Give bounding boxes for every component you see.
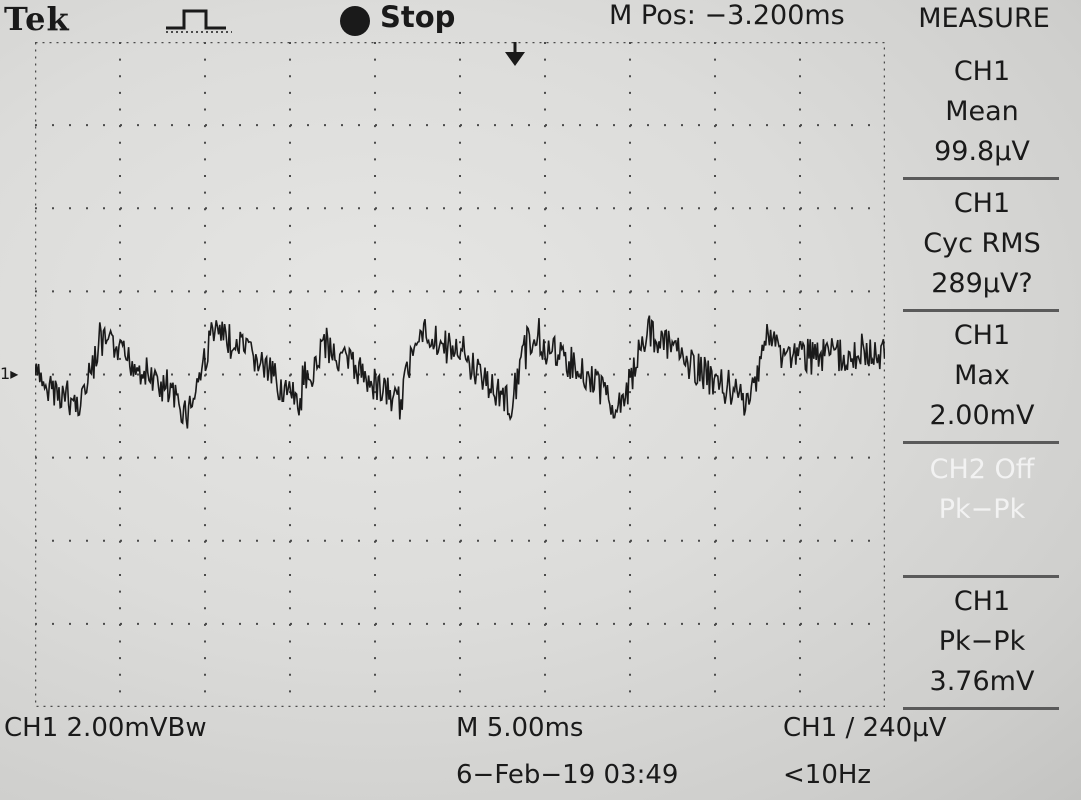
measure-box-line: 289µV? [931, 268, 1033, 299]
ch1-scale-readout: CH1 2.00mVBw [4, 713, 207, 743]
measure-box-1[interactable]: CH1 Mean 99.8µV [903, 52, 1061, 172]
timebase-readout: M 5.00ms [456, 713, 584, 743]
measure-separator [903, 575, 1059, 578]
measure-box-line: CH2 Off [929, 454, 1035, 485]
measure-box-line: Cyc RMS [923, 228, 1041, 259]
measure-box-line: CH1 [953, 188, 1011, 219]
measure-menu-title: MEASURE [918, 3, 1050, 34]
measure-box-2[interactable]: CH1 Cyc RMS 289µV? [903, 184, 1061, 304]
ch1-marker-arrow-icon: ▸ [10, 364, 19, 383]
date-time: 6−Feb−19 03:49 [456, 760, 679, 790]
measure-box-line: CH1 [953, 56, 1011, 87]
trigger-position-icon [505, 42, 525, 66]
measure-box-line [903, 530, 1061, 570]
graticule [35, 42, 885, 707]
frequency-readout: <10Hz [783, 760, 872, 790]
measure-box-4[interactable]: CH2 Off Pk−Pk [903, 450, 1061, 570]
status-bar: Tek Stop M Pos: −3.200ms [0, 0, 1081, 40]
measure-box-line: CH1 [953, 320, 1011, 351]
measure-separator [903, 177, 1059, 180]
measure-box-line: 3.76mV [929, 666, 1035, 697]
ch1-waveform-trace [35, 315, 885, 429]
measure-separator [903, 309, 1059, 312]
waveform-display [35, 42, 885, 707]
horizontal-position: M Pos: −3.200ms [609, 0, 845, 31]
ch1-marker-number: 1 [0, 364, 11, 383]
brand-logo: Tek [4, 0, 70, 38]
measure-box-line: Mean [945, 96, 1019, 127]
measure-box-line: 99.8µV [934, 136, 1030, 167]
ch1-ground-marker: 1▸ [0, 360, 18, 385]
measure-box-5[interactable]: CH1 Pk−Pk 3.76mV [903, 582, 1061, 702]
trigger-readout: CH1 ∕ 240µV [783, 713, 947, 743]
measure-box-line: Pk−Pk [938, 626, 1026, 657]
measure-box-line: Max [954, 360, 1010, 391]
measure-box-line: 2.00mV [929, 400, 1035, 431]
run-state-label: Stop [380, 0, 456, 34]
pulse-trigger-icon [166, 9, 232, 33]
measure-menu: MEASURE [903, 0, 1081, 710]
measure-box-line: CH1 [953, 586, 1011, 617]
measure-box-line: Pk−Pk [938, 494, 1026, 525]
measure-box-3[interactable]: CH1 Max 2.00mV [903, 316, 1061, 436]
measure-separator [903, 707, 1059, 710]
run-state-icon [340, 6, 370, 36]
measure-separator [903, 441, 1059, 444]
